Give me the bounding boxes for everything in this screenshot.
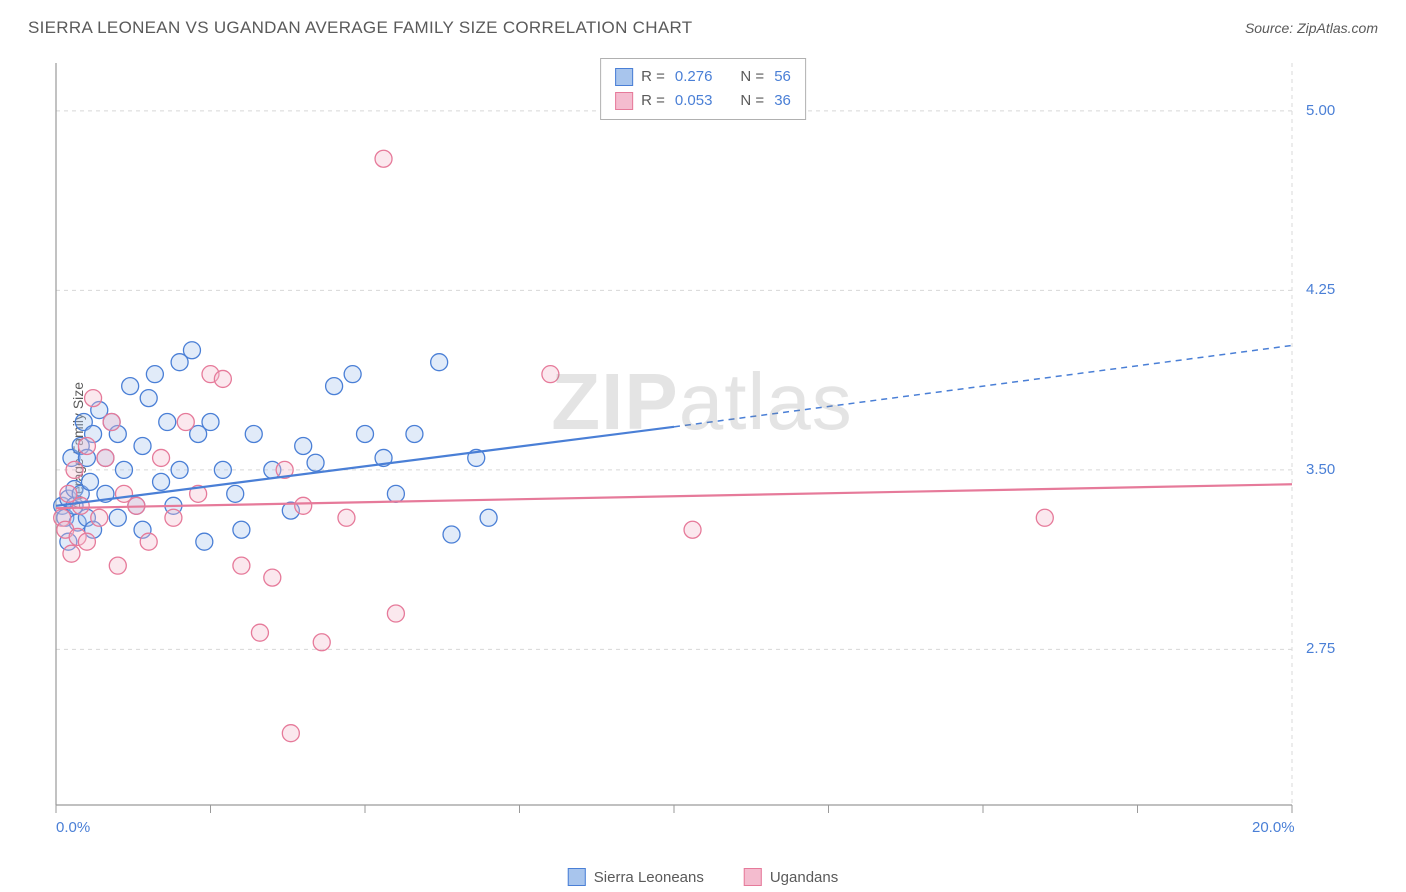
x-tick-label: 20.0%	[1252, 819, 1295, 836]
stats-row-series-1: R = 0.276 N = 56	[615, 65, 791, 89]
legend-item-series-2: Ugandans	[744, 868, 838, 886]
n-value-1: 56	[774, 65, 791, 89]
legend-label-1: Sierra Leoneans	[594, 869, 704, 886]
n-label: N =	[740, 89, 764, 113]
r-label: R =	[641, 89, 665, 113]
stats-row-series-2: R = 0.053 N = 36	[615, 89, 791, 113]
legend-label-2: Ugandans	[770, 869, 838, 886]
chart-source: Source: ZipAtlas.com	[1245, 20, 1378, 36]
swatch-series-2	[744, 868, 762, 886]
x-tick-label: 0.0%	[56, 819, 90, 836]
r-value-1: 0.276	[675, 65, 713, 89]
stats-legend: R = 0.276 N = 56 R = 0.053 N = 36	[600, 58, 806, 120]
chart-header: SIERRA LEONEAN VS UGANDAN AVERAGE FAMILY…	[28, 18, 1378, 38]
n-value-2: 36	[774, 89, 791, 113]
y-tick-label: 4.25	[1306, 281, 1335, 298]
y-tick-label: 3.50	[1306, 461, 1335, 478]
n-label: N =	[740, 65, 764, 89]
chart-area: ZIPatlas	[52, 55, 1352, 825]
scatter-plot	[52, 55, 1352, 825]
swatch-series-1	[568, 868, 586, 886]
r-value-2: 0.053	[675, 89, 713, 113]
swatch-series-1	[615, 68, 633, 86]
y-tick-label: 2.75	[1306, 640, 1335, 657]
r-label: R =	[641, 65, 665, 89]
bottom-legend: Sierra Leoneans Ugandans	[568, 868, 838, 886]
swatch-series-2	[615, 92, 633, 110]
y-tick-label: 5.00	[1306, 102, 1335, 119]
legend-item-series-1: Sierra Leoneans	[568, 868, 704, 886]
chart-title: SIERRA LEONEAN VS UGANDAN AVERAGE FAMILY…	[28, 18, 692, 38]
